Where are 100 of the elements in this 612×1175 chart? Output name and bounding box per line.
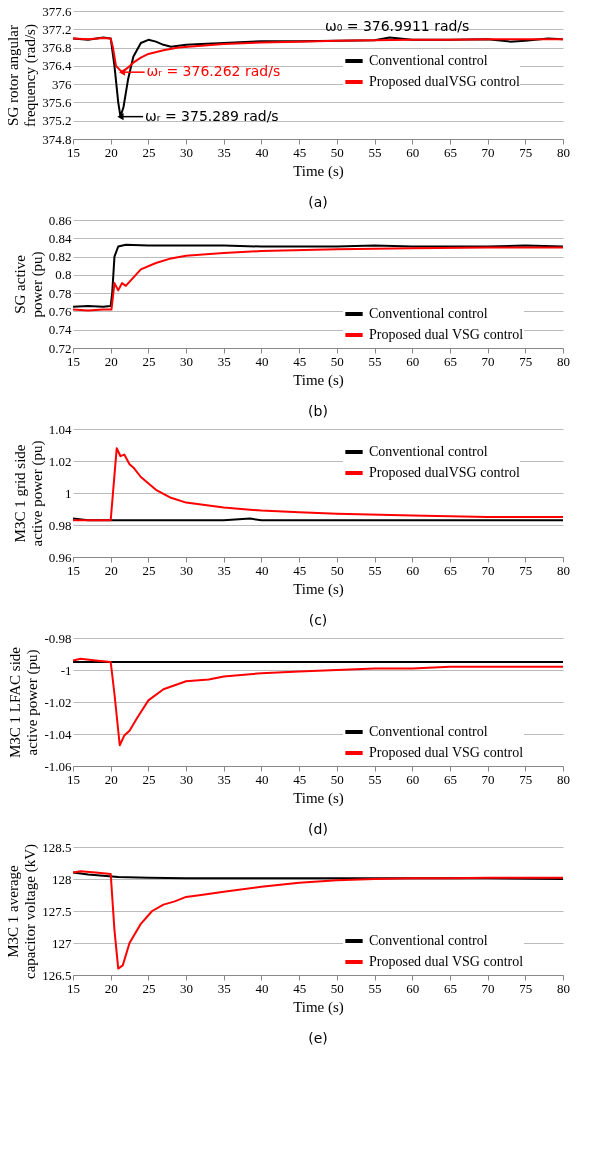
y-tick-label: 374.8 — [42, 131, 72, 147]
x-tick-label: 60 — [406, 771, 420, 787]
y-tick-label: 0.96 — [48, 549, 72, 565]
x-tick-label: 50 — [330, 353, 344, 369]
x-tick-label: 35 — [217, 144, 231, 160]
text: (c) — [308, 612, 328, 628]
y-tick-label: 376.8 — [42, 40, 72, 56]
x-tick-label: 20 — [104, 353, 118, 369]
x-tick-label: 35 — [217, 353, 231, 369]
y-tick-label: 128.5 — [42, 839, 72, 855]
y-tick-label: 377.6 — [42, 3, 72, 19]
x-tick-label: 50 — [330, 144, 344, 160]
x-tick-label: 75 — [519, 353, 533, 369]
x-tick-label: 20 — [104, 144, 118, 160]
x-tick-label: 75 — [519, 144, 533, 160]
x-tick-label: 80 — [557, 980, 570, 996]
x-tick-label: 70 — [481, 562, 495, 578]
x-tick-label: 15 — [67, 353, 80, 369]
x-tick-label: 15 — [67, 562, 80, 578]
x-tick-label: 35 — [217, 562, 231, 578]
x-axis-title: Time (s) — [293, 580, 344, 598]
x-tick-label: 45 — [293, 144, 307, 160]
text: (a) — [308, 194, 328, 210]
x-tick-label: 70 — [481, 771, 495, 787]
y-tick-label: 0.76 — [48, 303, 72, 319]
x-tick-label: 70 — [481, 353, 495, 369]
x-tick-label: 80 — [557, 144, 570, 160]
x-tick-label: 15 — [67, 144, 80, 160]
y-tick-label: 0.84 — [48, 230, 72, 246]
x-tick-label: 75 — [519, 771, 533, 787]
x-tick-label: 50 — [330, 771, 344, 787]
x-tick-label: 75 — [519, 980, 533, 996]
x-tick-label: 50 — [330, 562, 344, 578]
y-tick-label: 0.72 — [48, 340, 72, 356]
y-tick-label: -1.06 — [44, 758, 72, 774]
x-tick-label: 30 — [180, 353, 194, 369]
y-tick-label: 127 — [52, 935, 72, 951]
legend-label: Conventional control — [369, 724, 488, 739]
annotation: ωᵣ = 376.262 rad/s — [146, 63, 281, 80]
x-tick-label: 20 — [104, 562, 118, 578]
x-tick-label: 40 — [255, 144, 269, 160]
x-tick-label: 45 — [293, 353, 307, 369]
legend-label: Proposed dualVSG control — [369, 74, 520, 89]
annotation: ω₀ = 376.9911 rad/s — [324, 17, 470, 34]
y-tick-label: 377.2 — [42, 21, 72, 37]
y-tick-label: 0.8 — [55, 267, 72, 283]
legend-label: Proposed dual VSG control — [369, 327, 524, 342]
legend-label: Proposed dualVSG control — [369, 465, 520, 480]
legend-label: Conventional control — [369, 444, 488, 459]
y-tick-label: 376 — [52, 76, 72, 92]
x-tick-label: 70 — [481, 980, 495, 996]
y-tick-label: -1 — [60, 662, 72, 678]
y-tick-label: 127.5 — [42, 903, 72, 919]
y-axis-title: M3C 1 grid side active power (pu) — [11, 440, 46, 547]
x-axis-title: Time (s) — [293, 998, 344, 1016]
x-tick-label: 55 — [368, 353, 382, 369]
y-tick-label: 376.4 — [42, 58, 72, 74]
y-axis-title: SG rotor angular frequency (rad/s) — [5, 24, 40, 127]
x-axis-title: Time (s) — [293, 789, 344, 807]
y-tick-label: 0.78 — [48, 285, 72, 301]
x-tick-label: 35 — [217, 980, 231, 996]
x-tick-label: 55 — [368, 144, 382, 160]
x-tick-label: 45 — [293, 771, 307, 787]
y-axis-title: M3C 1 average capacitor voltage (kV) — [5, 844, 40, 979]
x-axis-title: Time (s) — [293, 162, 344, 180]
x-tick-label: 70 — [481, 144, 495, 160]
text: (e) — [308, 1030, 328, 1046]
x-tick-label: 45 — [293, 562, 307, 578]
text: (b) — [308, 403, 328, 419]
x-tick-label: 25 — [142, 144, 156, 160]
x-tick-label: 25 — [142, 980, 156, 996]
legend-label: Proposed dual VSG control — [369, 954, 524, 969]
x-tick-label: 20 — [104, 980, 118, 996]
x-tick-label: 80 — [557, 562, 570, 578]
y-axis-title: M3C 1 LFAC side active power (pu) — [7, 646, 42, 758]
x-tick-label: 55 — [368, 980, 382, 996]
annotation: ωᵣ = 375.289 rad/s — [145, 107, 279, 124]
y-tick-label: 375.6 — [42, 94, 72, 110]
x-tick-label: 60 — [406, 562, 420, 578]
y-tick-label: 0.82 — [48, 249, 72, 265]
x-tick-label: 25 — [142, 353, 156, 369]
x-tick-label: 40 — [255, 353, 269, 369]
y-tick-label: 0.98 — [48, 517, 72, 533]
x-tick-label: 80 — [557, 353, 570, 369]
x-tick-label: 20 — [104, 771, 118, 787]
y-tick-label: -1.04 — [44, 726, 72, 742]
y-tick-label: 0.86 — [48, 212, 72, 228]
y-tick-label: 126.5 — [42, 967, 72, 983]
x-tick-label: 60 — [406, 353, 420, 369]
x-tick-label: 65 — [443, 771, 457, 787]
x-tick-label: 30 — [180, 771, 194, 787]
x-tick-label: 65 — [443, 562, 457, 578]
y-tick-label: 375.2 — [42, 113, 72, 129]
x-tick-label: 60 — [406, 980, 420, 996]
text: (d) — [308, 821, 328, 837]
x-tick-label: 55 — [368, 771, 382, 787]
y-tick-label: 1 — [65, 485, 72, 501]
x-tick-label: 50 — [330, 980, 344, 996]
x-tick-label: 40 — [255, 771, 269, 787]
legend-label: Conventional control — [369, 306, 488, 321]
